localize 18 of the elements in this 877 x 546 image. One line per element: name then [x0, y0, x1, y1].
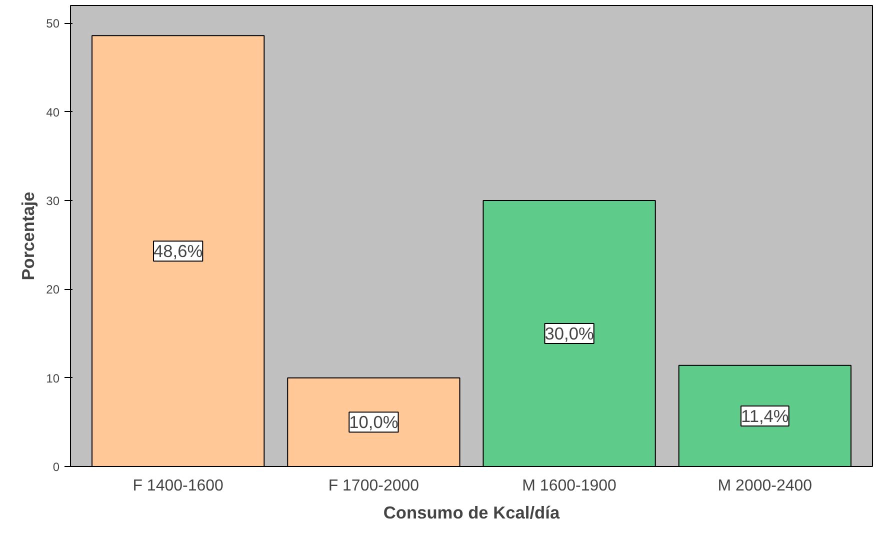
- bar: [482, 200, 656, 466]
- bar: [287, 377, 460, 466]
- y-tick-label: 30: [46, 194, 60, 208]
- data-label: 30,0%: [544, 324, 594, 344]
- x-tick-label: F 1700-2000: [328, 478, 420, 494]
- y-tick-label: 40: [46, 105, 60, 120]
- data-label: 11,4%: [740, 406, 789, 426]
- y-tick-label: 0: [52, 460, 60, 474]
- bar: [678, 364, 852, 466]
- x-tick-label: M 1600-1900: [522, 478, 617, 494]
- y-tick-label: 20: [46, 282, 60, 297]
- y-tick-label: 50: [46, 16, 60, 31]
- x-tick-label: M 2000-2400: [718, 478, 812, 494]
- y-axis-title: Porcentaje: [18, 191, 38, 280]
- bar: [92, 35, 265, 466]
- y-tick-label: 10: [46, 371, 60, 386]
- x-tick-label: F 1400-1600: [132, 478, 224, 494]
- x-axis-title: Consumo de Kcal/día: [383, 502, 560, 522]
